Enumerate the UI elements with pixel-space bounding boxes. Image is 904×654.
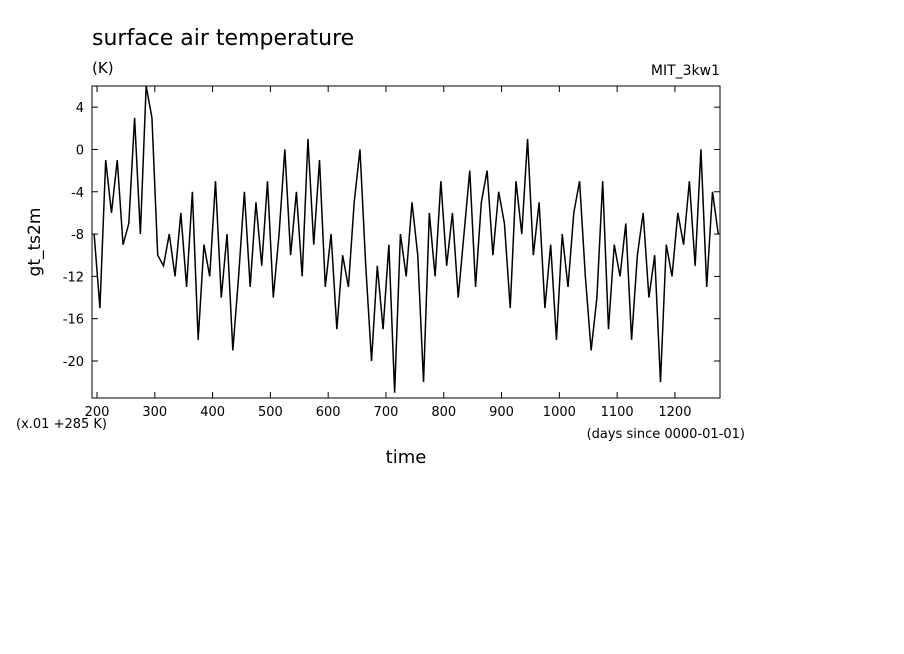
- y-tick-label: -8: [71, 228, 84, 243]
- x-tick-label: 500: [258, 405, 283, 420]
- y-tick-label: -4: [71, 186, 84, 201]
- y-tick-label: -16: [63, 313, 84, 328]
- y-axis-label: gt_ts2m: [25, 208, 45, 277]
- x-tick-label: 1200: [658, 405, 691, 420]
- data-line: [93, 85, 720, 393]
- plot-frame: [91, 85, 721, 399]
- y-note: (x.01 +285 K): [16, 417, 107, 432]
- x-tick-label: 1000: [543, 405, 576, 420]
- x-tick-label: 900: [489, 405, 514, 420]
- x-tick-label: 700: [374, 405, 399, 420]
- x-tick-label: 300: [142, 405, 167, 420]
- model-label: MIT_3kw1: [651, 63, 720, 79]
- x-axis-label: time: [386, 447, 427, 468]
- y-tick-label: -20: [63, 355, 84, 370]
- y-tick-label: 0: [76, 143, 84, 158]
- units: (K): [92, 59, 114, 77]
- y-tick-label: -12: [63, 270, 84, 285]
- x-tick-label: 400: [200, 405, 225, 420]
- chart-title: surface air temperature: [92, 26, 354, 51]
- x-tick-label: 200: [85, 405, 110, 420]
- x-tick-label: 600: [316, 405, 341, 420]
- y-tick-label: 4: [76, 101, 84, 116]
- x-note: (days since 0000-01-01): [587, 427, 745, 442]
- x-tick-label: 800: [431, 405, 456, 420]
- x-tick-label: 1100: [601, 405, 634, 420]
